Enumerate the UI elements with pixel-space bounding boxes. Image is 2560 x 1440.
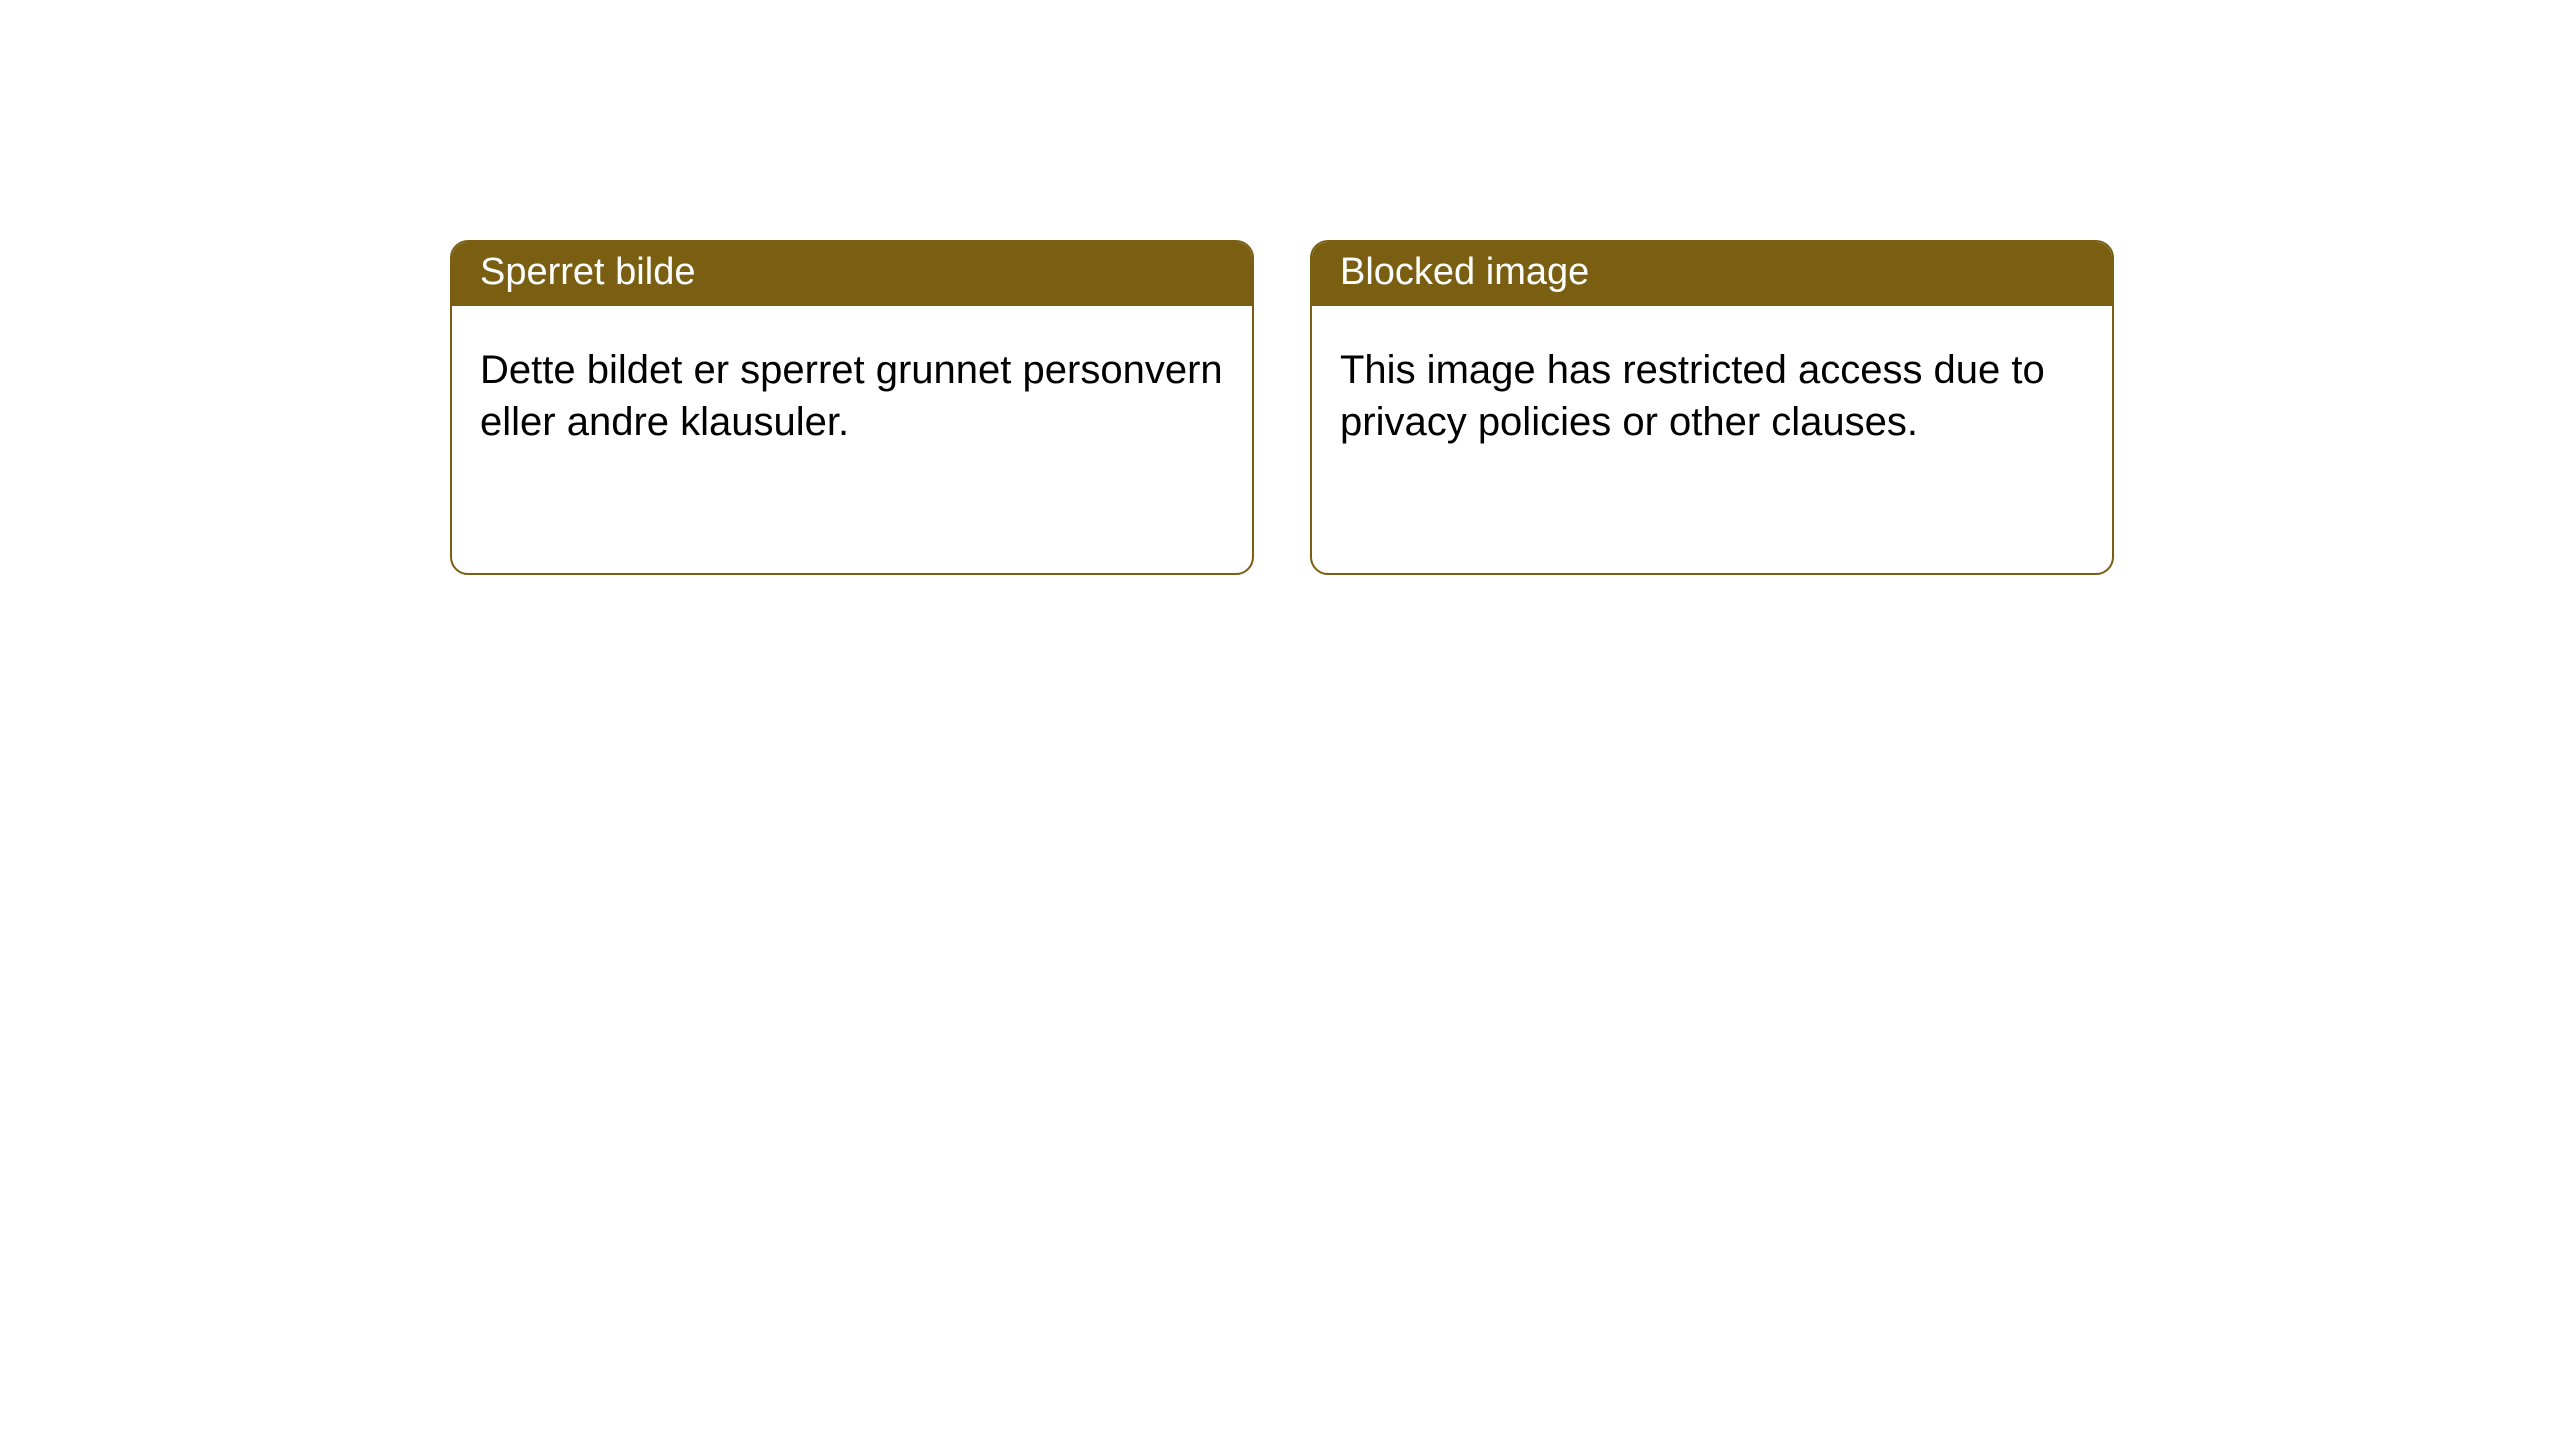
card-body-en: This image has restricted access due to … <box>1312 306 2112 486</box>
card-norwegian: Sperret bilde Dette bildet er sperret gr… <box>450 240 1254 575</box>
card-header-en: Blocked image <box>1312 242 2112 306</box>
card-body-no: Dette bildet er sperret grunnet personve… <box>452 306 1252 486</box>
card-header-no: Sperret bilde <box>452 242 1252 306</box>
blocked-image-notice: Sperret bilde Dette bildet er sperret gr… <box>450 240 2560 575</box>
card-english: Blocked image This image has restricted … <box>1310 240 2114 575</box>
